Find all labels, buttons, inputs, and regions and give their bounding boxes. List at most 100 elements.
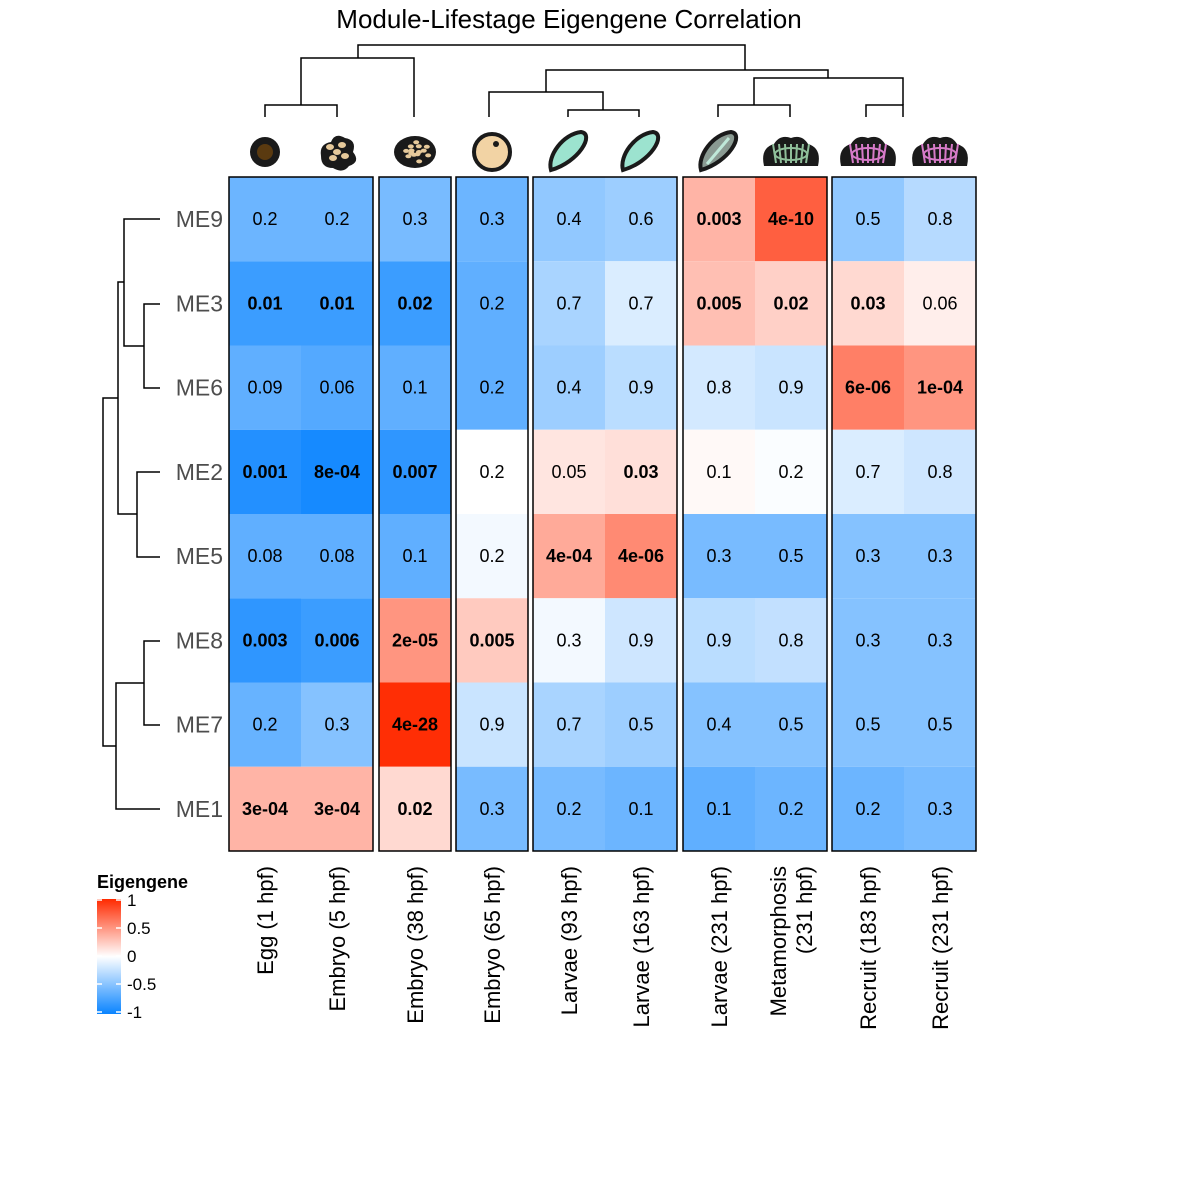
heatmap-cell <box>683 598 755 683</box>
heatmap-cell <box>229 766 301 851</box>
heatmap-cell <box>229 429 301 514</box>
heatmap-cell <box>379 345 451 430</box>
cell-pvalue-label: 0.5 <box>855 715 880 735</box>
heatmap-cell <box>605 345 677 430</box>
legend-tick-label: 0.5 <box>127 919 151 938</box>
row-dendrogram <box>102 218 160 810</box>
heatmap-cell <box>755 598 827 683</box>
heatmap-cell <box>229 177 301 262</box>
cell-pvalue-label: 0.3 <box>479 209 504 229</box>
heatmap-cell <box>379 514 451 599</box>
cell-pvalue-label: 0.3 <box>324 715 349 735</box>
cell-pvalue-label: 4e-06 <box>618 546 664 566</box>
heatmap-cell <box>379 682 451 767</box>
heatmap-cell <box>229 345 301 430</box>
heatmap-cell <box>456 682 528 767</box>
heatmap-cell <box>904 429 976 514</box>
heatmap-cell <box>755 514 827 599</box>
heatmap-cell <box>605 682 677 767</box>
cell-pvalue-label: 0.03 <box>850 293 885 313</box>
cell-pvalue-label: 0.5 <box>778 715 803 735</box>
cell-pvalue-label: 4e-04 <box>546 546 592 566</box>
column-label: Egg (1 hpf) <box>253 866 278 975</box>
cell-pvalue-label: 0.1 <box>706 799 731 819</box>
cell-pvalue-label: 0.02 <box>397 293 432 313</box>
cell-pvalue-label: 0.05 <box>551 462 586 482</box>
cell-pvalue-label: 0.1 <box>706 462 731 482</box>
heatmap-cell <box>832 429 904 514</box>
cell-pvalue-label: 0.001 <box>242 462 287 482</box>
cell-pvalue-label: 0.08 <box>247 546 282 566</box>
cell-pvalue-label: 0.8 <box>778 630 803 650</box>
legend-tick-label: -1 <box>127 1003 142 1022</box>
column-group-border <box>532 176 678 852</box>
cell-pvalue-label: 3e-04 <box>242 799 288 819</box>
heatmap-cell <box>605 177 677 262</box>
cell-pvalue-label: 8e-04 <box>314 462 360 482</box>
larva-icon <box>620 129 661 173</box>
heatmap-cell <box>755 177 827 262</box>
heatmap-cell <box>533 345 605 430</box>
heatmap-cell <box>904 261 976 346</box>
cell-pvalue-label: 0.08 <box>319 546 354 566</box>
cell-pvalue-label: 0.9 <box>628 630 653 650</box>
legend-tick-label: 1 <box>127 891 136 910</box>
heatmap-cell <box>533 429 605 514</box>
recruit-polyp-icon <box>840 136 896 166</box>
legend-tick-label: 0 <box>127 947 136 966</box>
heatmap-cell <box>904 177 976 262</box>
cell-pvalue-label: 0.3 <box>556 630 581 650</box>
heatmap-cell <box>755 429 827 514</box>
heatmap-cell <box>533 682 605 767</box>
row-label: ME8 <box>176 627 223 653</box>
column-dendrogram <box>264 44 904 117</box>
cell-pvalue-label: 0.4 <box>556 209 581 229</box>
heatmap-cell <box>755 682 827 767</box>
cell-pvalue-label: 0.5 <box>628 715 653 735</box>
row-label: ME9 <box>176 206 223 232</box>
heatmap-cell <box>683 682 755 767</box>
column-label: Larvae (231 hpf) <box>707 866 732 1027</box>
heatmap-cell <box>379 766 451 851</box>
column-label: Embryo (65 hpf) <box>480 866 505 1024</box>
stage-icons <box>250 129 968 173</box>
cell-pvalue-label: 0.4 <box>556 378 581 398</box>
heatmap-cell <box>755 766 827 851</box>
heatmap-cell <box>755 345 827 430</box>
column-group-border <box>455 176 529 852</box>
cell-pvalue-label: 0.5 <box>855 209 880 229</box>
cell-pvalue-label: 0.1 <box>628 799 653 819</box>
cell-pvalue-label: 0.8 <box>927 462 952 482</box>
heatmap-cell <box>904 682 976 767</box>
cell-pvalue-label: 0.1 <box>402 546 427 566</box>
cell-pvalue-label: 0.7 <box>556 293 581 313</box>
cell-pvalue-label: 0.9 <box>778 378 803 398</box>
cell-pvalue-label: 0.9 <box>479 715 504 735</box>
cell-pvalue-label: 3e-04 <box>314 799 360 819</box>
cell-pvalue-label: 0.8 <box>706 378 731 398</box>
heatmap-cell <box>301 429 373 514</box>
heatmap-cell <box>379 261 451 346</box>
heatmap-cell <box>301 261 373 346</box>
heatmap-cell <box>456 766 528 851</box>
row-label: ME3 <box>176 290 223 316</box>
column-label: Larvae (93 hpf) <box>557 866 582 1015</box>
row-label: ME2 <box>176 459 223 485</box>
heatmap-cell <box>832 514 904 599</box>
cell-pvalue-label: 0.9 <box>706 630 731 650</box>
heatmap-cell <box>456 598 528 683</box>
cell-pvalue-label: 0.4 <box>706 715 731 735</box>
column-group-border <box>378 176 452 852</box>
cell-pvalue-label: 0.5 <box>927 715 952 735</box>
row-label: ME6 <box>176 375 223 401</box>
cell-pvalue-label: 0.7 <box>855 462 880 482</box>
heatmap-cell <box>832 682 904 767</box>
column-label: Recruit (231 hpf) <box>928 866 953 1030</box>
cell-pvalue-label: 0.7 <box>628 293 653 313</box>
cell-pvalue-label: 0.03 <box>623 462 658 482</box>
heatmap-cell <box>904 514 976 599</box>
column-label: Embryo (38 hpf) <box>403 866 428 1024</box>
heatmap-cell <box>229 514 301 599</box>
heatmap-cell <box>229 598 301 683</box>
